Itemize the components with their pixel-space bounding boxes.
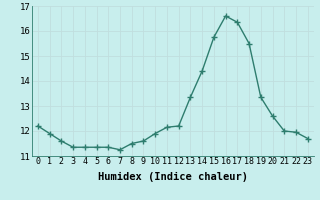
- X-axis label: Humidex (Indice chaleur): Humidex (Indice chaleur): [98, 172, 248, 182]
